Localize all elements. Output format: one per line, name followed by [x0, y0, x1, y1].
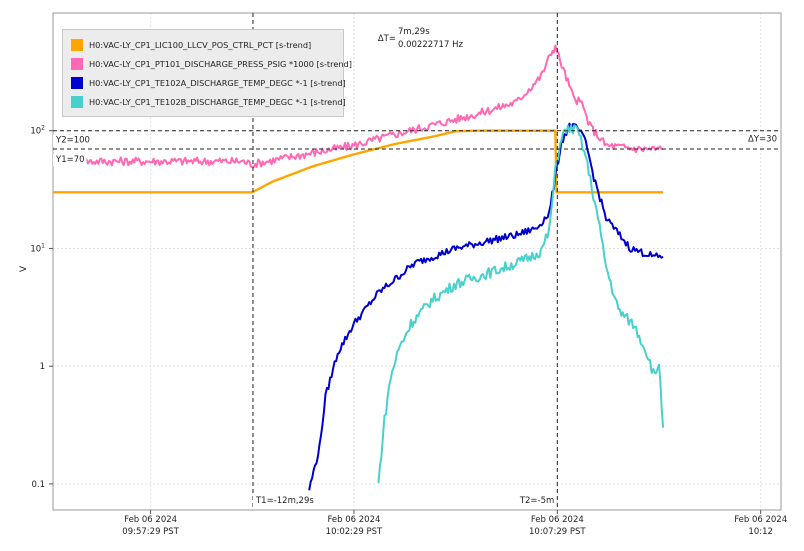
- legend-swatch: [71, 58, 83, 70]
- legend-item-te102b[interactable]: H0:VAC-LY_CP1_TE102B_DISCHARGE_TEMP_DEGC…: [71, 94, 346, 110]
- delta-t-value: 7m,29s: [398, 27, 430, 37]
- cursor-t1-label-bg: [252, 495, 317, 507]
- delta-f-value: 0.00222717 Hz: [398, 40, 463, 50]
- x-tick-date: Feb 06 2024: [531, 515, 584, 525]
- cursor-dy-label: ΔY=30: [748, 135, 777, 145]
- x-tick-time: 10:12: [748, 527, 773, 537]
- series-layer: [53, 44, 665, 491]
- legend-swatch: [71, 77, 83, 89]
- x-tick-date: Feb 06 2024: [328, 515, 381, 525]
- legend-label: H0:VAC-LY_CP1_PT101_DISCHARGE_PRESS_PSIG…: [89, 59, 352, 69]
- legend-swatch: [71, 96, 83, 108]
- x-axis: Feb 06 2024 09:57:29 PST Feb 06 2024 10:02:…: [122, 510, 787, 537]
- y-tick-label: 101: [30, 242, 45, 254]
- y-tick-label: 1: [40, 362, 45, 372]
- cursor-t1-label: T1=-12m,29s: [255, 496, 314, 506]
- x-tick-time: 10:02:29 PST: [326, 527, 383, 537]
- legend[interactable]: H0:VAC-LY_CP1_LIC100_LLCV_POS_CTRL_PCT […: [62, 29, 352, 117]
- cursor-y1-label: Y1=70: [55, 155, 85, 165]
- cursor-t2-label-bg: [516, 495, 557, 507]
- cursor-y2-label-bg: [53, 134, 92, 147]
- y-tick-label: 0.1: [31, 480, 45, 490]
- cursor-y1-label-bg: [53, 153, 87, 166]
- x-tick-date: Feb 06 2024: [734, 515, 787, 525]
- cursor-y2-label: Y2=100: [55, 136, 90, 146]
- legend-label: H0:VAC-LY_CP1_LIC100_LLCV_POS_CTRL_PCT […: [89, 40, 312, 50]
- y-tick-label: 102: [30, 125, 45, 137]
- x-tick-time: 09:57:29 PST: [122, 527, 179, 537]
- legend-item-pt101[interactable]: H0:VAC-LY_CP1_PT101_DISCHARGE_PRESS_PSIG…: [71, 56, 352, 72]
- cursor-dy-label-bg: [746, 133, 779, 146]
- y-axis-label: V: [19, 265, 29, 272]
- legend-swatch: [71, 39, 83, 51]
- plot-area[interactable]: [52, 12, 782, 511]
- legend-item-te102a[interactable]: H0:VAC-LY_CP1_TE102A_DISCHARGE_TEMP_DEGC…: [71, 75, 346, 91]
- cursor-t2-label: T2=-5m: [519, 496, 554, 506]
- legend-label: H0:VAC-LY_CP1_TE102B_DISCHARGE_TEMP_DEGC…: [89, 97, 346, 107]
- series-line: [377, 124, 665, 483]
- delta-t-label: ΔT=: [378, 34, 396, 44]
- x-tick-date: Feb 06 2024: [124, 515, 177, 525]
- series-line: [53, 129, 664, 194]
- series-line: [76, 44, 664, 169]
- cursor-layer[interactable]: Y2=100 Y1=70 ΔY=30 T1=-12m,29s T2=-5m ΔT=7m,2…: [53, 13, 781, 510]
- legend-item-lic100[interactable]: H0:VAC-LY_CP1_LIC100_LLCV_POS_CTRL_PCT […: [71, 37, 311, 53]
- series-line: [308, 122, 664, 491]
- legend-label: H0:VAC-LY_CP1_TE102A_DISCHARGE_TEMP_DEGC…: [89, 78, 346, 88]
- y-axis: 0.1 1 101 102: [30, 125, 53, 490]
- x-tick-time: 10:07:29 PST: [529, 527, 586, 537]
